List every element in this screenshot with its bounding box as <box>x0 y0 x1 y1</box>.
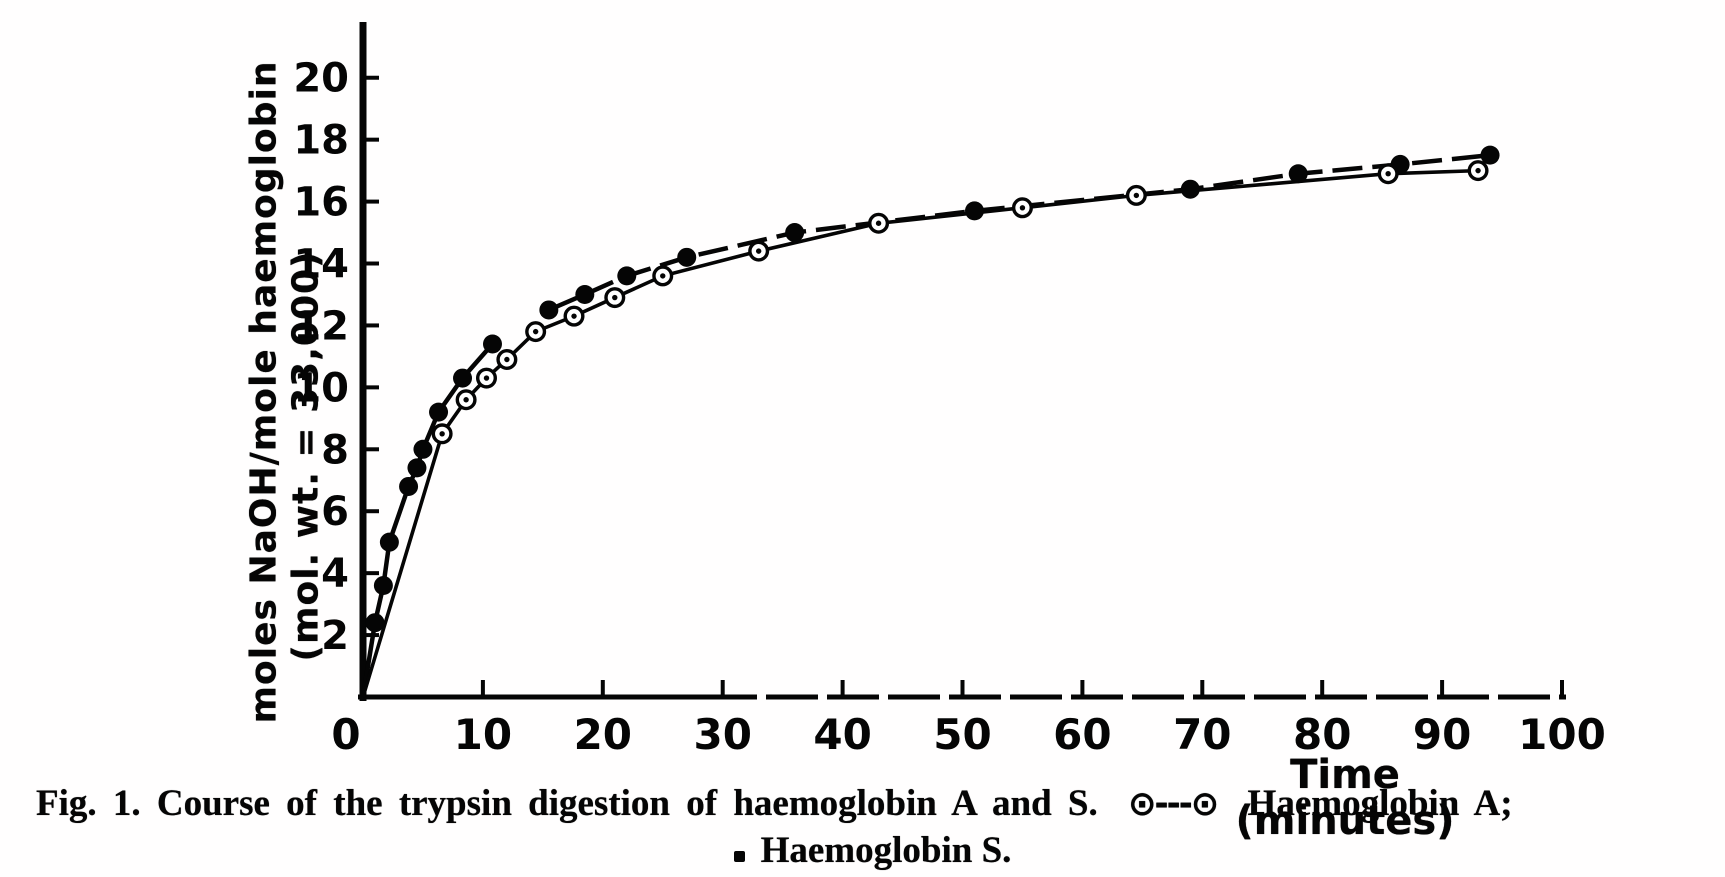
series-haemoglobin-s-line <box>360 342 495 698</box>
y-axis-label-line1: moles NaOH/mole haemoglobin <box>243 60 285 724</box>
y-tick-label: 10 <box>293 365 349 411</box>
x-tick-label: 20 <box>574 710 632 759</box>
data-point-haemoglobin-s <box>482 334 502 354</box>
x-tick-label: 30 <box>693 710 751 759</box>
x-tick-label: 70 <box>1173 710 1231 759</box>
data-point-haemoglobin-s <box>453 368 473 388</box>
data-point-haemoglobin-a-dot <box>875 220 882 226</box>
caption-line1-suffix: Haemoglobin A; <box>1247 783 1513 824</box>
data-point-haemoglobin-s <box>677 247 697 267</box>
data-point-haemoglobin-s <box>413 439 433 459</box>
y-tick-label: 2 <box>321 613 349 659</box>
x-tick-label: 50 <box>933 710 991 759</box>
legend-haemoglobin-s-marker-fragment <box>733 851 745 862</box>
data-point-haemoglobin-s <box>617 266 637 286</box>
data-point-haemoglobin-a-dot <box>660 273 666 279</box>
y-tick-label: 20 <box>293 56 349 102</box>
x-tick-label: 80 <box>1293 710 1351 759</box>
x-tick-label: 0 <box>331 710 360 759</box>
data-point-haemoglobin-s <box>373 576 393 596</box>
figure-caption-line2: Haemoglobin S. <box>0 829 1725 872</box>
data-point-haemoglobin-a-dot <box>1133 192 1140 199</box>
legend-haemoglobin-a-symbol: ⊙---⊙ <box>1127 784 1219 824</box>
data-point-haemoglobin-s <box>1288 164 1308 184</box>
data-point-haemoglobin-a-dot <box>571 313 577 319</box>
y-tick-label: 12 <box>293 303 349 349</box>
data-point-haemoglobin-a-dot <box>504 356 510 363</box>
x-tick-label: 100 <box>1518 710 1606 759</box>
data-point-haemoglobin-s <box>1180 179 1200 199</box>
data-point-haemoglobin-s <box>785 223 805 243</box>
data-point-haemoglobin-s <box>399 476 419 496</box>
x-axis-label: Time (minutes) <box>1235 752 1455 844</box>
data-point-haemoglobin-s <box>575 284 595 304</box>
data-point-haemoglobin-a-dot <box>1019 205 1026 211</box>
y-tick-label: 4 <box>321 551 349 597</box>
data-point-haemoglobin-a-dot <box>439 431 445 437</box>
y-tick-label: 18 <box>293 118 349 164</box>
data-point-haemoglobin-s <box>964 201 984 221</box>
data-point-haemoglobin-a-dot <box>1385 171 1391 177</box>
y-axis-label-line2: (mol. wt. = 33,000) <box>285 250 327 662</box>
y-tick-label: 6 <box>321 489 349 535</box>
y-tick-label: 16 <box>293 180 349 226</box>
data-point-haemoglobin-s <box>1480 145 1500 165</box>
data-point-haemoglobin-s <box>539 300 559 320</box>
series-haemoglobin-a-line <box>361 168 1479 698</box>
x-tick-label: 40 <box>813 710 871 759</box>
data-point-haemoglobin-a-dot <box>463 397 469 403</box>
data-point-haemoglobin-a-dot <box>612 294 618 301</box>
x-tick-label: 90 <box>1413 710 1471 759</box>
y-tick-label: 14 <box>293 242 349 288</box>
data-point-haemoglobin-a-dot <box>1475 167 1481 174</box>
data-point-haemoglobin-a-dot <box>755 248 762 254</box>
figure-caption-line1: Fig. 1. Course of the trypsin digestion … <box>36 782 1716 825</box>
x-tick-label: 60 <box>1053 710 1111 759</box>
data-point-haemoglobin-s <box>379 532 399 552</box>
caption-line2-text: Haemoglobin S. <box>760 830 1012 871</box>
data-point-haemoglobin-a-dot <box>483 375 490 381</box>
caption-line1-text: Fig. 1. Course of the trypsin digestion … <box>36 783 1098 824</box>
data-point-haemoglobin-s <box>429 402 449 422</box>
data-point-haemoglobin-a-dot <box>532 328 539 335</box>
y-tick-label: 8 <box>321 427 349 473</box>
data-point-haemoglobin-s <box>407 458 427 478</box>
x-tick-label: 10 <box>454 710 512 759</box>
data-point-haemoglobin-s <box>365 613 385 633</box>
